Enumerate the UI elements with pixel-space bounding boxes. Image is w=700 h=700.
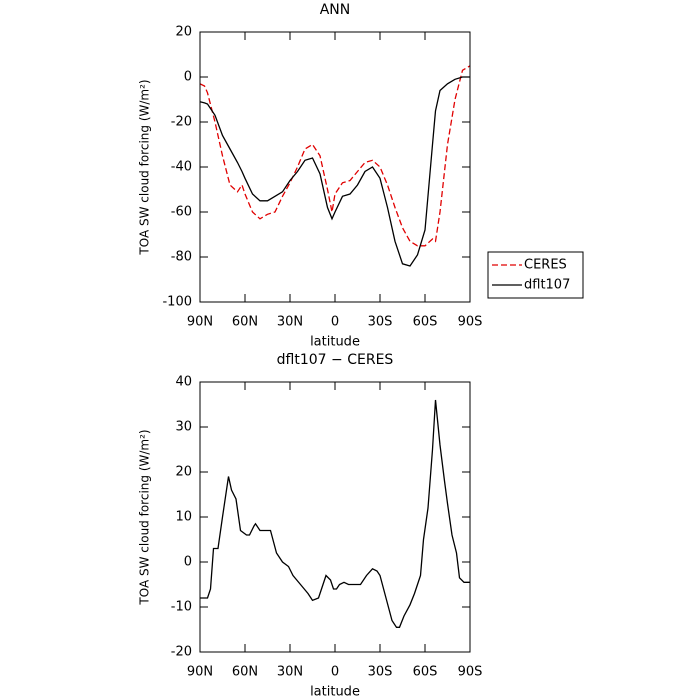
series-line xyxy=(199,76,470,267)
y-tick-label: -10 xyxy=(171,600,192,615)
x-axis-label: latitude xyxy=(310,685,360,700)
y-tick-label: 0 xyxy=(184,70,192,85)
x-tick-label: 30S xyxy=(368,665,393,680)
x-tick-label: 60N xyxy=(232,665,258,680)
y-tick-label: 20 xyxy=(175,25,192,40)
x-tick-label: 60S xyxy=(413,665,438,680)
x-tick-label: 90S xyxy=(458,315,483,330)
x-tick-label: 30N xyxy=(277,665,303,680)
y-axis-label: TOA SW cloud forcing (W/m²) xyxy=(138,429,152,605)
y-tick-label: -40 xyxy=(171,160,192,175)
y-tick-label: 30 xyxy=(175,420,192,435)
series-line xyxy=(200,399,470,628)
x-tick-label: 0 xyxy=(331,665,339,680)
x-tick-label: 90N xyxy=(187,315,213,330)
y-tick-label: -100 xyxy=(162,295,192,310)
y-tick-label: 10 xyxy=(175,510,192,525)
x-tick-label: 90N xyxy=(187,665,213,680)
x-tick-label: 60S xyxy=(413,315,438,330)
y-tick-label: -20 xyxy=(171,645,192,660)
x-tick-label: 0 xyxy=(331,315,339,330)
legend-label: CERES xyxy=(524,258,567,273)
legend-label: dflt107 xyxy=(524,278,570,293)
chart-title: ANN xyxy=(320,2,351,18)
y-axis-label: TOA SW cloud forcing (W/m²) xyxy=(138,79,152,255)
series-line xyxy=(199,65,471,247)
y-tick-label: 40 xyxy=(175,375,192,390)
x-tick-label: 30S xyxy=(368,315,393,330)
plot-frame xyxy=(199,381,471,653)
x-axis-label: latitude xyxy=(310,335,360,350)
plot-frame xyxy=(199,31,471,303)
y-tick-label: 0 xyxy=(184,555,192,570)
chart-title: dflt107 − CERES xyxy=(277,352,394,368)
x-tick-label: 30N xyxy=(277,315,303,330)
y-tick-label: -60 xyxy=(171,205,192,220)
y-tick-label: -20 xyxy=(171,115,192,130)
x-tick-label: 60N xyxy=(232,315,258,330)
y-tick-label: 20 xyxy=(175,465,192,480)
legend-box xyxy=(487,251,584,299)
y-tick-label: -80 xyxy=(171,250,192,265)
x-tick-label: 90S xyxy=(458,665,483,680)
